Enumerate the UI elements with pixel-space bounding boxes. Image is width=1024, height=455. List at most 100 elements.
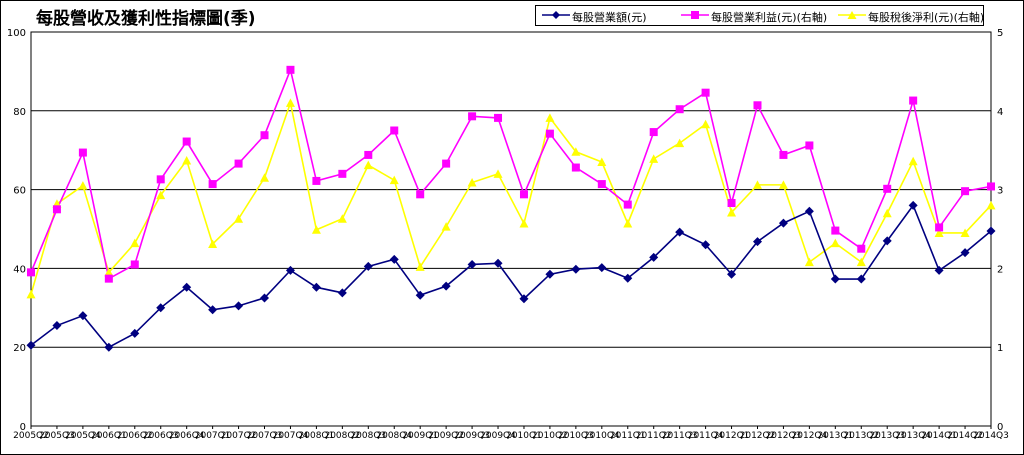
- data-point: [909, 96, 918, 105]
- data-point: [883, 184, 892, 193]
- data-point: [908, 156, 918, 166]
- data-point: [260, 131, 269, 140]
- right-tick-label: 5: [997, 28, 1003, 39]
- left-tick-label: 80: [13, 107, 26, 118]
- x-tick-label: 2005Q4: [65, 431, 101, 441]
- x-tick-label: 2008Q3: [350, 431, 386, 441]
- data-point: [727, 207, 737, 217]
- data-point: [597, 180, 606, 189]
- data-point: [104, 342, 114, 352]
- x-tick-label: 2013Q2: [843, 431, 879, 441]
- data-point: [415, 262, 425, 271]
- x-tick-label: 2006Q1: [91, 431, 127, 441]
- right-tick-label: 3: [997, 186, 1003, 197]
- data-point: [26, 289, 36, 299]
- data-point: [415, 290, 425, 300]
- x-tick-label: 2008Q2: [324, 431, 360, 441]
- x-tick-label: 2010Q2: [532, 431, 568, 441]
- data-point: [934, 228, 944, 237]
- data-point: [805, 141, 814, 150]
- data-point: [363, 261, 373, 271]
- data-point: [260, 173, 270, 182]
- data-point: [830, 238, 840, 248]
- data-point: [753, 101, 762, 110]
- data-point: [519, 190, 528, 199]
- legend-label-operating-income: 每股營業利益(元)(右軸): [711, 11, 828, 24]
- data-point: [908, 200, 918, 210]
- data-point: [311, 282, 321, 292]
- data-point: [545, 113, 555, 122]
- data-point: [363, 160, 373, 170]
- data-point: [442, 159, 451, 168]
- x-tick-label: 2007Q4: [273, 431, 309, 441]
- data-point: [26, 340, 36, 350]
- x-tick-label: 2014Q1: [921, 431, 957, 441]
- x-tick-label: 2006Q3: [143, 431, 179, 441]
- x-tick-label: 2011Q4: [688, 431, 724, 441]
- data-point: [285, 265, 295, 275]
- data-point: [416, 190, 425, 199]
- data-point: [312, 176, 321, 185]
- data-point: [935, 223, 944, 232]
- data-point: [285, 98, 295, 107]
- data-point: [234, 159, 243, 168]
- data-point: [571, 147, 581, 156]
- data-point: [52, 205, 61, 214]
- data-point: [519, 294, 529, 304]
- data-point: [494, 113, 503, 122]
- data-point: [701, 240, 711, 250]
- data-point: [986, 200, 996, 210]
- data-point: [649, 154, 659, 163]
- data-point: [156, 303, 166, 313]
- data-point: [545, 269, 555, 279]
- x-tick-label: 2009Q4: [480, 431, 516, 441]
- data-point: [882, 208, 892, 218]
- data-point: [571, 163, 580, 172]
- data-point: [52, 321, 62, 331]
- legend-marker-operating-income: [681, 11, 709, 19]
- data-point: [467, 259, 477, 269]
- left-tick-label: 0: [20, 422, 26, 433]
- data-point: [778, 218, 788, 228]
- data-point: [208, 180, 217, 189]
- x-tick-label: 2012Q1: [714, 431, 750, 441]
- data-point: [675, 227, 685, 237]
- data-point: [311, 225, 321, 234]
- x-tick-label: 2009Q3: [454, 431, 490, 441]
- data-point: [389, 254, 399, 264]
- x-tick-label: 2005Q3: [39, 431, 75, 441]
- data-point: [104, 274, 113, 283]
- data-point: [882, 236, 892, 246]
- data-point: [364, 150, 373, 159]
- data-point: [390, 126, 399, 135]
- data-point: [78, 181, 88, 190]
- data-point: [623, 273, 633, 283]
- series-line: [30, 67, 992, 280]
- legend-label-net-income: 每股稅後淨利(元)(右軸): [868, 11, 985, 24]
- data-point: [752, 180, 762, 189]
- data-point: [649, 252, 659, 262]
- right-tick-label: 4: [997, 107, 1003, 118]
- right-tick-label: 2: [997, 264, 1003, 275]
- left-tick-label: 40: [13, 264, 26, 275]
- x-tick-label: 2006Q2: [117, 431, 153, 441]
- data-point: [701, 119, 711, 129]
- data-point: [857, 244, 866, 253]
- data-point: [338, 169, 347, 178]
- data-point: [623, 218, 633, 228]
- data-point: [78, 148, 87, 157]
- data-point: [804, 257, 814, 267]
- data-point: [961, 187, 970, 196]
- x-tick-label: 2010Q1: [506, 431, 542, 441]
- data-point: [934, 265, 944, 275]
- right-tick-label: 0: [997, 422, 1003, 433]
- x-tick-label: 2007Q1: [195, 431, 231, 441]
- x-tick-label: 2010Q4: [584, 431, 620, 441]
- x-tick-label: 2009Q1: [402, 431, 438, 441]
- data-point: [675, 138, 685, 148]
- chart-title: 每股營收及獲利性指標圖(季): [36, 9, 256, 29]
- x-tick-label: 2013Q4: [895, 431, 931, 441]
- x-tick-label: 2011Q1: [610, 431, 646, 441]
- right-tick-label: 1: [997, 343, 1003, 354]
